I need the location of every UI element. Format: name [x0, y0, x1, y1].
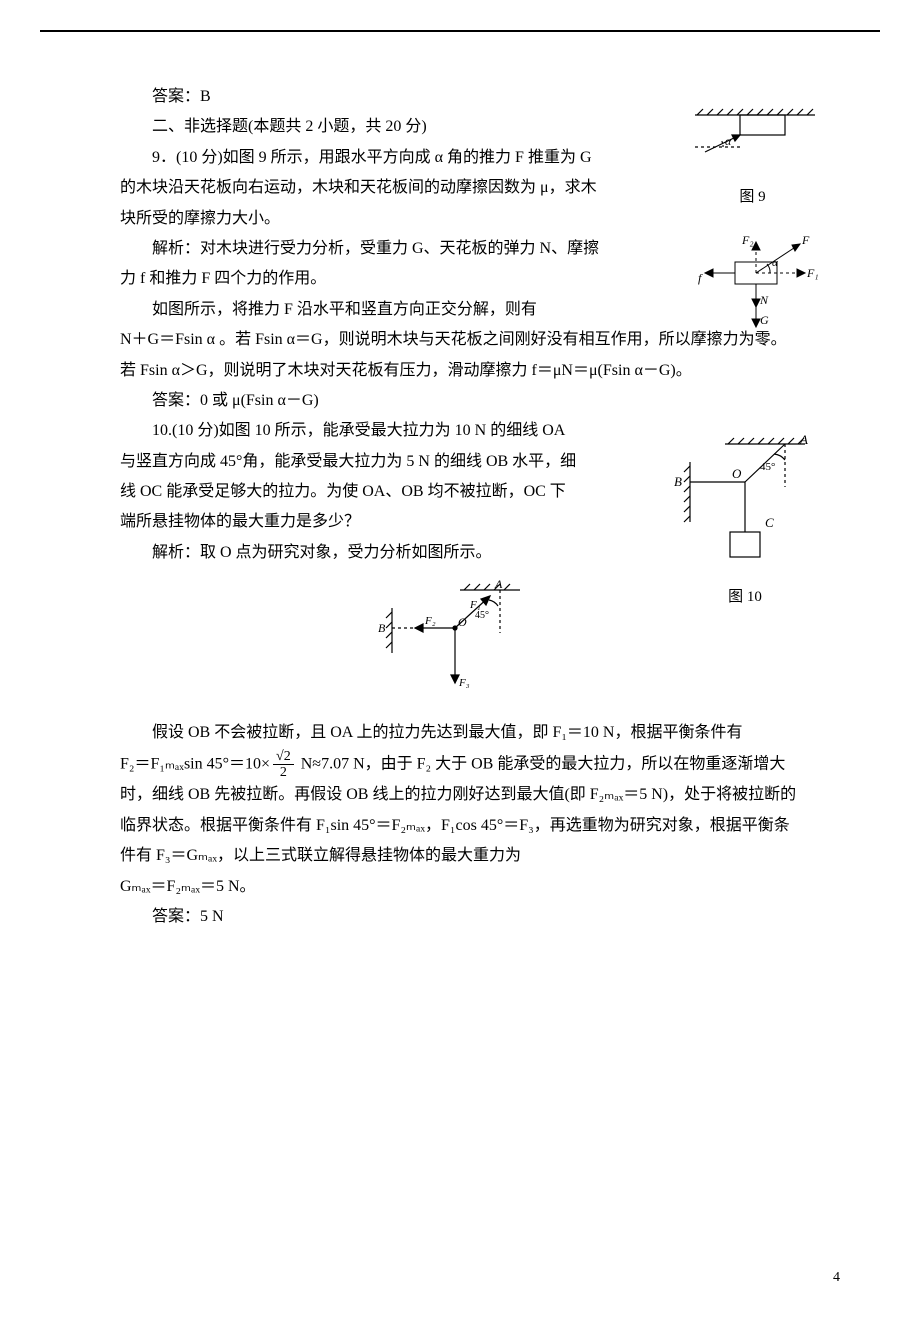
fig10-caption: 图 10 — [670, 583, 820, 612]
b-label: B — [674, 474, 682, 489]
fr-label: f — [698, 271, 703, 285]
fbd-a: A — [494, 578, 503, 591]
fbd-f3: F₃ — [458, 677, 470, 689]
figure-10: A B O 45° C 图 10 — [670, 432, 820, 612]
g-label: G — [760, 313, 769, 327]
angle-label: 45° — [760, 461, 775, 473]
force-diagram: F₂ F α F₁ f N G — [680, 232, 820, 353]
q10-sol2-line: F₂＝F₁ₘₐₓsin 45°＝10×√22 N≈7.07 N，由于 F₂ 大于… — [120, 749, 800, 872]
q9-answer: 答案：0 或 μ(Fsin α－G) — [120, 386, 800, 416]
fraction: √22 — [273, 749, 294, 781]
f2-label: F₂ — [741, 233, 754, 247]
figure-9: α 图 9 — [685, 107, 820, 212]
n-label: N — [759, 293, 769, 307]
fbd-b: B — [378, 621, 386, 635]
frac-num: √2 — [273, 749, 294, 765]
alpha-label: α — [725, 134, 732, 148]
force-svg: F₂ F α F₁ f N G — [680, 232, 820, 342]
fig9-svg: α — [685, 107, 820, 172]
page-content: 答案：B 二、非选择题(本题共 2 小题，共 20 分) — [40, 30, 880, 932]
fbd-angle: 45° — [475, 610, 489, 621]
frac-den: 2 — [277, 765, 290, 780]
fbd-f2: F₂ — [424, 615, 436, 627]
fig9-caption: 图 9 — [685, 183, 820, 212]
a-label: A — [799, 432, 808, 447]
c-label: C — [765, 515, 774, 530]
alpha-label2: α — [772, 257, 778, 269]
fig10-svg: A B O 45° C — [670, 432, 820, 572]
q10-sol2a: 假设 OB 不会被拉断，且 OA 上的拉力先达到最大值，即 F₁＝10 N，根据… — [120, 718, 800, 748]
o-label: O — [732, 466, 742, 481]
q10-answer: 答案：5 N — [120, 902, 800, 932]
fbd-o: O — [458, 615, 467, 629]
q10-sol3: Gₘₐₓ＝F₂ₘₐₓ＝5 N。 — [120, 872, 800, 902]
f1-label: F₁ — [806, 266, 819, 280]
f-label: F — [801, 233, 810, 247]
page-number: 4 — [833, 1265, 840, 1292]
q10-sol2b: F₂＝F₁ₘₐₓsin 45°＝10× — [120, 755, 270, 772]
fbd-svg: A B O F₁ F₂ F₃ 45° — [370, 578, 550, 708]
